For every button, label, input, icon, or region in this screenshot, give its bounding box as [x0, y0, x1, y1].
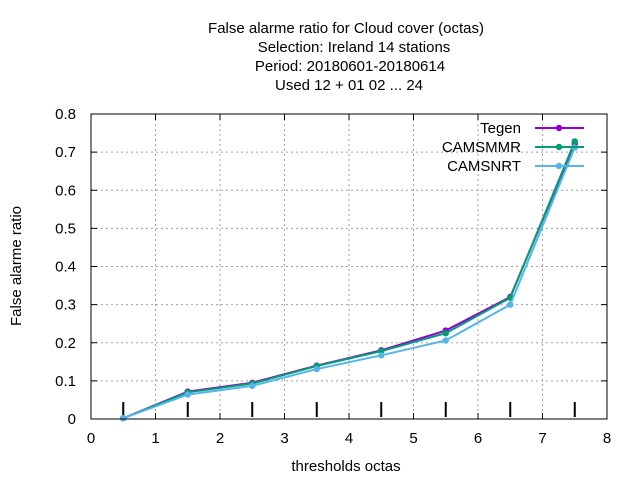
data-point	[184, 391, 191, 398]
x-tick-label: 8	[603, 430, 611, 447]
legend-label: Tegen	[480, 120, 521, 137]
x-tick-label: 1	[151, 430, 159, 447]
y-tick-label: 0.8	[55, 106, 76, 123]
x-tick-label: 0	[87, 430, 95, 447]
data-point	[249, 382, 256, 390]
data-point	[442, 337, 449, 344]
x-axis-label: thresholds octas	[291, 458, 400, 475]
x-tick-label: 7	[538, 430, 546, 447]
x-tick-label: 3	[280, 430, 288, 447]
legend-swatch-point	[555, 124, 563, 132]
data-point	[120, 415, 127, 422]
chart-title-line-4: Used 12 + 01 02 ... 24	[275, 77, 423, 94]
y-axis-ticks: 0 0.1 0.2 0.3 0.4 0.5 0.6 0.7 0.8	[55, 106, 607, 428]
y-tick-label: 0.7	[55, 144, 76, 161]
data-point	[313, 365, 320, 373]
y-tick-label: 0.2	[55, 335, 76, 352]
x-tick-label: 5	[409, 430, 417, 447]
series-line	[122, 141, 576, 420]
y-tick-label: 0.1	[55, 373, 76, 390]
legend: Tegen CAMSMMR CAMSNRT	[442, 120, 584, 175]
data-point	[442, 330, 449, 337]
x-tick-label: 4	[345, 430, 353, 447]
series-camsnrt	[120, 144, 578, 422]
x-axis-ticks: 0 1 2 3 4 5 6 7 8	[87, 114, 611, 447]
legend-swatch-point	[555, 143, 563, 151]
legend-label: CAMSNRT	[447, 158, 521, 175]
series-group	[120, 138, 578, 422]
chart-title-line-1: False alarme ratio for Cloud cover (octa…	[208, 20, 484, 37]
y-tick-label: 0.3	[55, 297, 76, 314]
y-tick-label: 0.4	[55, 259, 76, 276]
y-tick-label: 0.6	[55, 182, 76, 199]
data-point	[571, 138, 578, 145]
y-axis-label: False alarme ratio	[8, 206, 25, 326]
y-tick-label: 0.5	[55, 220, 76, 237]
grid	[91, 114, 607, 419]
chart-title-line-3: Period: 20180601-20180614	[255, 58, 445, 75]
plot-frame	[90, 113, 608, 420]
data-point	[507, 301, 514, 308]
chart-title-line-2: Selection: Ireland 14 stations	[258, 39, 451, 56]
x-tick-label: 2	[216, 430, 224, 447]
y-tick-label: 0	[68, 411, 76, 428]
data-point	[378, 352, 385, 359]
x-tick-label: 6	[474, 430, 482, 447]
legend-swatch-point	[555, 162, 563, 170]
legend-label: CAMSMMR	[442, 139, 521, 156]
series-line	[122, 147, 576, 420]
